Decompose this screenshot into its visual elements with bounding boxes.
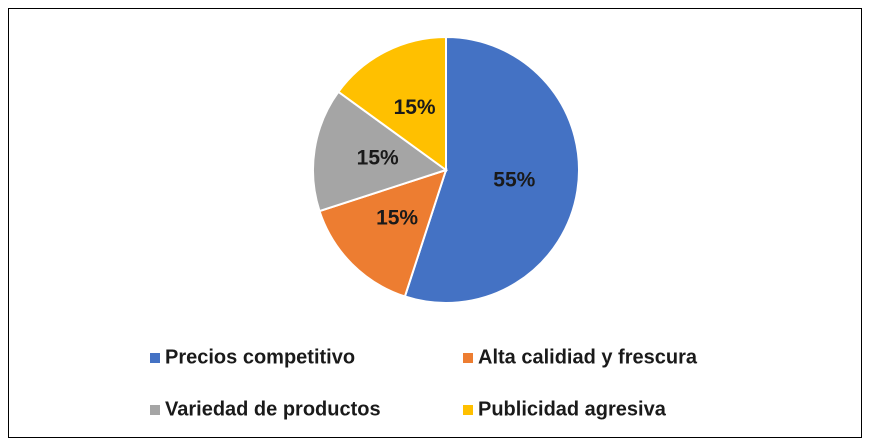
legend-swatch bbox=[150, 353, 160, 363]
pie-slice bbox=[403, 35, 580, 304]
legend-label: Publicidad agresiva bbox=[478, 398, 667, 420]
legend-swatch bbox=[463, 353, 473, 363]
legend-label: Alta calidiad y frescura bbox=[478, 346, 698, 368]
data-label: 55% bbox=[493, 168, 535, 191]
data-label: 15% bbox=[376, 206, 418, 229]
legend-swatch bbox=[463, 405, 473, 415]
data-label: 15% bbox=[357, 147, 399, 170]
legend-label: Variedad de productos bbox=[165, 398, 381, 420]
data-label: 15% bbox=[394, 96, 436, 119]
legend-label: Precios competitivo bbox=[165, 346, 355, 368]
pie-slice bbox=[312, 90, 449, 213]
legend-swatch bbox=[150, 405, 160, 415]
pie-slice bbox=[337, 35, 447, 172]
